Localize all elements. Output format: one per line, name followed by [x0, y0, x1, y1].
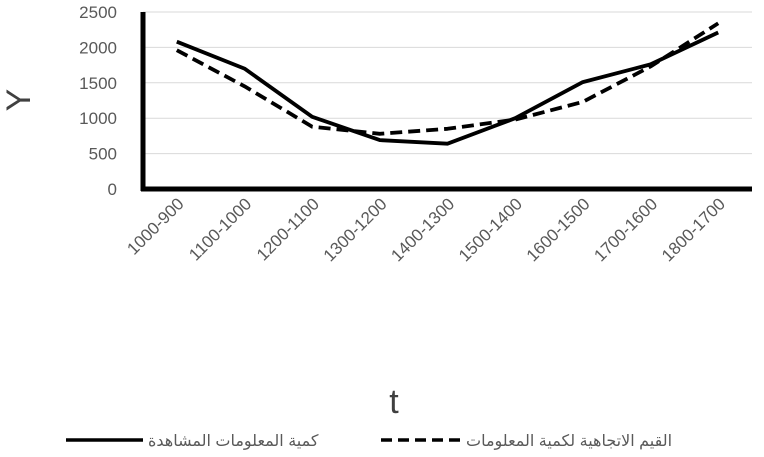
x-tick-labels: 1000-9001100-10001200-11001300-12001400-… [123, 194, 729, 265]
x-tick-label: 1700-1600 [590, 194, 661, 265]
legend-label-observed: كمية المعلومات المشاهدة [148, 433, 319, 451]
series-line-trend [175, 21, 720, 136]
x-tick-label: 1800-1700 [658, 194, 729, 265]
y-tick-label: 2000 [79, 38, 117, 57]
series-lines [175, 21, 720, 146]
gridlines [143, 11, 752, 155]
x-tick-label: 1400-1300 [387, 194, 458, 265]
y-tick-label: 0 [108, 180, 117, 199]
x-tick-label: 1000-900 [123, 194, 187, 258]
legend: كمية المعلومات المشاهدة القيم الاتجاهية … [66, 433, 672, 451]
series-line-observed [176, 30, 720, 146]
x-axis-title: t [389, 383, 399, 421]
y-tick-label: 1000 [79, 109, 117, 128]
x-tick-label: 1300-1200 [320, 194, 391, 265]
x-tick-label: 1500-1400 [455, 194, 526, 265]
y-tick-labels: 0 500 1000 1500 2000 2500 [79, 3, 117, 199]
y-tick-label: 1500 [79, 74, 117, 93]
legend-label-trend: القيم الاتجاهية لكمية المعلومات [466, 433, 672, 451]
x-tick-label: 1200-1100 [253, 194, 323, 264]
axes [140, 12, 752, 192]
x-tick-label: 1100-1000 [185, 194, 255, 264]
x-tick-label: 1600-1500 [523, 194, 594, 265]
y-tick-label: 2500 [79, 3, 117, 22]
y-tick-label: 500 [89, 145, 117, 164]
y-axis-title: Y [0, 89, 38, 112]
